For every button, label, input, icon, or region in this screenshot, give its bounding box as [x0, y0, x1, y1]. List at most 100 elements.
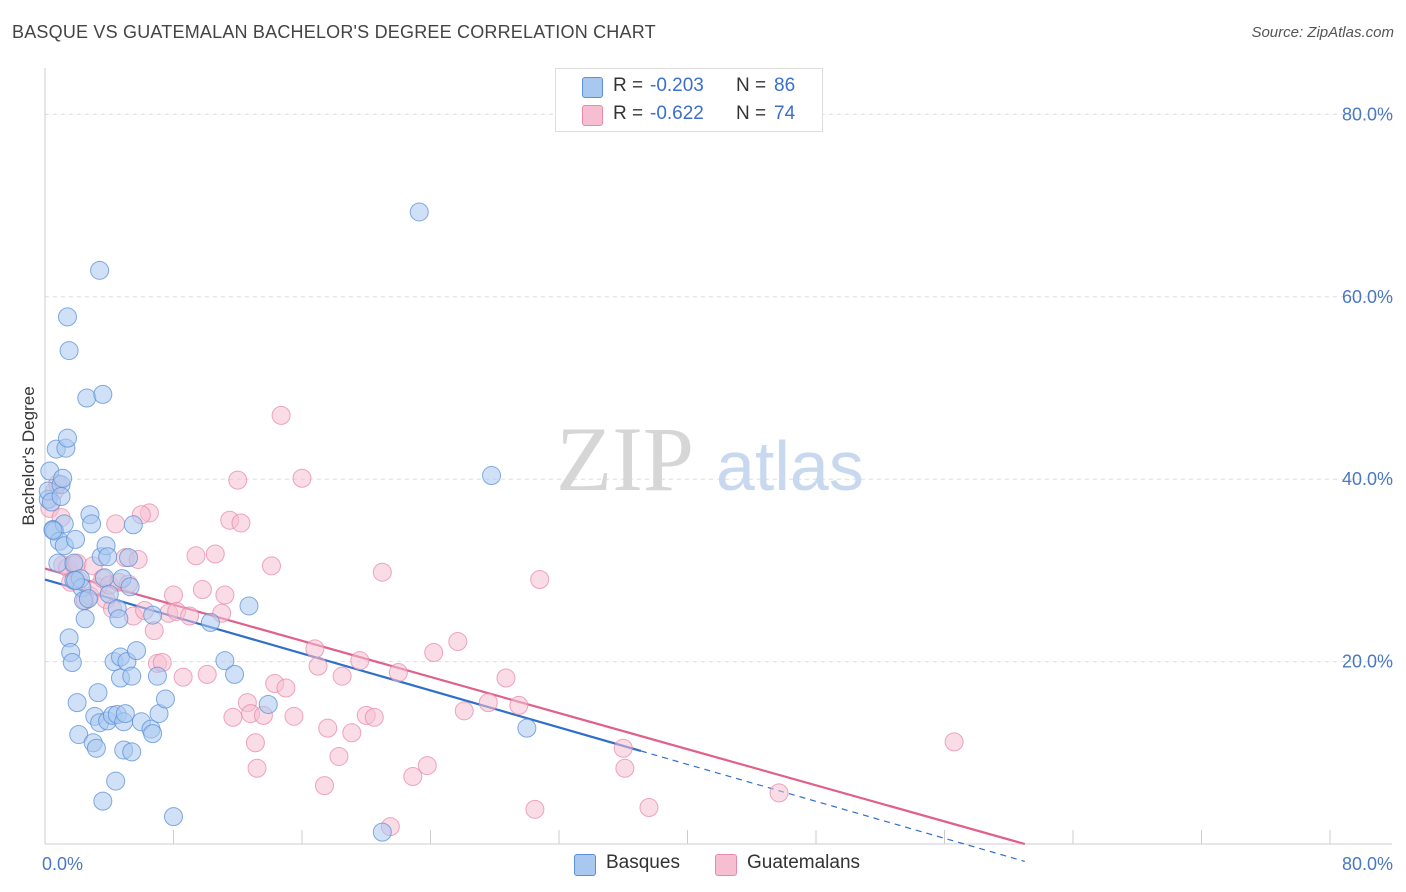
- basques-point: [59, 341, 79, 361]
- guatemalans-point: [180, 606, 200, 626]
- guatemalans-point: [247, 758, 267, 778]
- basques-point: [225, 664, 245, 684]
- guatemalans-point: [106, 514, 126, 534]
- guatemalans-point: [417, 756, 437, 776]
- guatemalans-point: [329, 746, 349, 766]
- guatemalans-legend-swatch: [715, 854, 737, 876]
- guatemalans-point: [292, 468, 312, 488]
- basques-point: [88, 683, 108, 703]
- basques-point: [69, 725, 89, 745]
- basques-point: [99, 584, 119, 604]
- guatemalans-point: [197, 664, 217, 684]
- basques-point: [57, 307, 77, 327]
- guatemalans-point: [478, 693, 498, 713]
- guatemalans-point: [205, 544, 225, 564]
- basques-point: [215, 651, 235, 671]
- guatemalans-point: [615, 758, 635, 778]
- guatemalans-point: [186, 546, 206, 566]
- guatemalans-swatch: [582, 105, 603, 126]
- basques-point: [93, 791, 113, 811]
- n-label: N =: [736, 75, 767, 96]
- r-value: -0.622: [650, 103, 704, 124]
- tick-labels: 20.0% 40.0% 60.0% 80.0% 0.0% 80.0%: [42, 104, 1393, 874]
- basques-point: [51, 487, 71, 507]
- guatemalans-point: [164, 585, 183, 605]
- basques-legend-swatch: [574, 854, 596, 876]
- basques-point: [57, 428, 77, 448]
- axes: [44, 68, 1392, 845]
- y-axis-label: Bachelor's Degree: [19, 386, 38, 525]
- y-tick-label: 20.0%: [1342, 652, 1393, 672]
- watermark-atlas: atlas: [716, 427, 864, 505]
- guatemalans-point: [448, 632, 468, 652]
- stats-row-guatemalans: R = -0.622 N = 74: [556, 100, 822, 128]
- guatemalans-point: [364, 707, 384, 727]
- r-value: -0.203: [650, 75, 704, 96]
- basques-point: [409, 202, 429, 222]
- guatemalans-point: [223, 707, 243, 727]
- basques-trendline-extension: [640, 750, 1025, 863]
- guatemalans-point: [276, 678, 296, 698]
- guatemalans-point: [284, 706, 304, 726]
- guatemalans-point: [496, 668, 516, 688]
- guatemalans-point: [245, 733, 265, 753]
- basques-point: [143, 605, 163, 625]
- guatemalans-point: [192, 580, 212, 600]
- basques-point: [127, 641, 147, 661]
- basques-point: [123, 515, 143, 535]
- guatemalans-point: [525, 799, 545, 819]
- basques-point: [98, 547, 118, 567]
- y-tick-label: 80.0%: [1342, 104, 1393, 124]
- basques-point: [239, 596, 259, 616]
- basques-point: [62, 653, 82, 673]
- guatemalans-point: [314, 776, 334, 796]
- guatemalans-point: [613, 738, 633, 758]
- basques-point: [372, 822, 392, 842]
- guatemalans-point: [173, 667, 193, 687]
- legend-label-basques: Basques: [606, 852, 680, 873]
- basques-point: [122, 742, 142, 762]
- basques-point: [122, 666, 142, 686]
- source-label: Source: ZipAtlas.com: [1251, 24, 1394, 41]
- basques-point: [109, 609, 129, 629]
- n-value: 74: [774, 103, 796, 124]
- r-label: R =: [613, 103, 644, 124]
- chart-title: BASQUE VS GUATEMALAN BACHELOR'S DEGREE C…: [12, 22, 656, 42]
- n-value: 86: [774, 75, 796, 96]
- guatemalans-point: [231, 513, 251, 533]
- basques-point: [517, 718, 537, 738]
- basques-point: [482, 466, 502, 486]
- basques-point: [66, 570, 86, 590]
- guatemalans-point: [332, 666, 352, 686]
- watermark-zip: ZIP: [556, 408, 694, 510]
- basques-point: [93, 384, 113, 404]
- basques-point: [119, 548, 139, 568]
- basques-point: [75, 609, 95, 629]
- guatemalans-point: [372, 562, 392, 582]
- watermark: ZIP atlas: [556, 408, 864, 510]
- grid-lines: [45, 113, 1392, 663]
- basques-point: [147, 666, 167, 686]
- guatemalans-point: [318, 718, 338, 738]
- stats-row-basques: R = -0.203 N = 86: [556, 72, 822, 100]
- guatemalans-point: [424, 642, 444, 662]
- basques-point: [94, 568, 114, 588]
- basques-point: [143, 724, 163, 744]
- guatemalans-point: [271, 405, 291, 425]
- x-tick-label: 80.0%: [1342, 854, 1393, 874]
- stats-box: R = -0.203 N = 86 R = -0.622 N = 74: [555, 68, 823, 132]
- guatemalans-point: [308, 656, 328, 676]
- basques-swatch: [582, 77, 603, 98]
- basques-point: [77, 388, 97, 408]
- basques-point: [67, 693, 87, 713]
- guatemalans-point: [342, 723, 362, 743]
- guatemalans-point: [530, 570, 550, 590]
- basques-point: [82, 514, 102, 534]
- basques-point: [53, 468, 73, 488]
- data-points: [38, 202, 964, 842]
- guatemalans-point: [509, 695, 529, 715]
- guatemalans-point: [769, 783, 789, 803]
- basques-point: [106, 771, 126, 791]
- basques-point: [200, 612, 220, 632]
- basques-point: [43, 520, 63, 540]
